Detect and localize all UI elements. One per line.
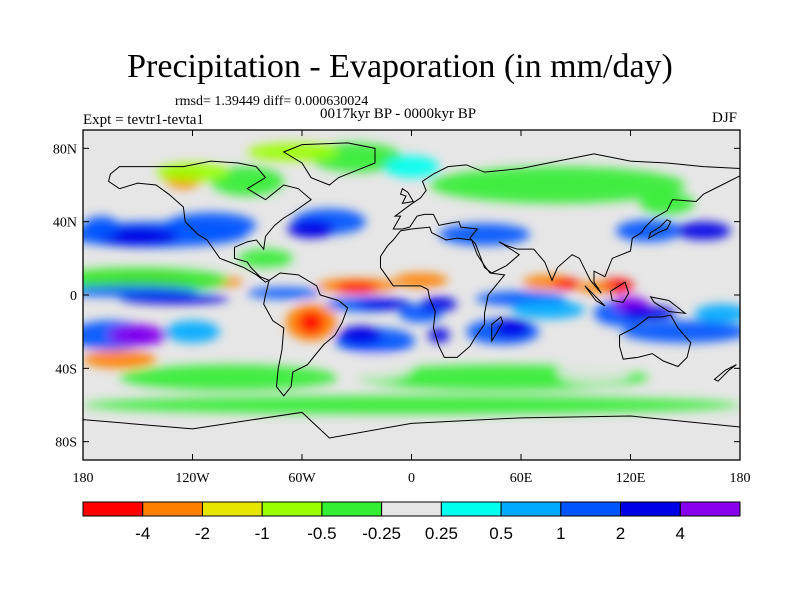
coastline <box>399 187 415 204</box>
coastline <box>647 219 672 240</box>
field-patch <box>615 219 682 242</box>
experiment-label: Expt = tevtr1-tevta1 <box>83 112 204 128</box>
colorbar-swatch <box>142 501 203 517</box>
colorbar-swatch <box>440 501 502 517</box>
colorbar-label: -2 <box>195 524 210 543</box>
field-patch <box>420 296 458 312</box>
field-patch <box>338 326 383 345</box>
field-patch <box>694 304 740 323</box>
colorbar-label: 0.25 <box>425 524 458 543</box>
x-tick-label: 120E <box>616 471 646 486</box>
colorbar-swatch <box>560 501 622 517</box>
x-tick-label: 180 <box>73 471 94 486</box>
field-patch <box>356 298 412 310</box>
y-tick-label: 40S <box>55 362 77 377</box>
field-patch <box>338 357 412 380</box>
field-patch <box>334 282 379 294</box>
field-patch <box>83 350 156 369</box>
colorbar-swatch <box>679 501 741 517</box>
field-patch <box>552 278 582 290</box>
field-patch <box>298 311 324 334</box>
coastline <box>713 364 737 382</box>
season-label: DJF <box>712 110 738 126</box>
colorbar-label: -1 <box>255 524 270 543</box>
field-patch <box>676 221 731 240</box>
colorbar-label: -0.5 <box>307 524 336 543</box>
field-patch <box>438 223 531 246</box>
colorbar-label: 0.5 <box>489 524 513 543</box>
field-patch <box>156 163 229 182</box>
map-axes: 80N 40N 0 40S 80S 180 120W 60W 0 60E 120E 180 <box>53 130 751 486</box>
field-patch <box>577 282 611 294</box>
colorbar-swatch <box>82 501 144 517</box>
coastline <box>107 160 312 283</box>
colorbar-label: 4 <box>676 524 685 543</box>
colorbar-label: -4 <box>135 524 150 543</box>
colorbar-swatch <box>261 501 323 517</box>
coastline <box>649 296 687 315</box>
coastline <box>282 142 376 186</box>
y-tick-label: 0 <box>70 289 77 304</box>
field-patch <box>557 361 631 383</box>
colorbar-label: 1 <box>556 524 565 543</box>
colorbar-swatch <box>321 501 383 517</box>
period-label: 0017kyr BP - 0000kyr BP <box>320 106 477 122</box>
y-tick-label: 80S <box>55 436 77 451</box>
field-patch <box>247 142 339 162</box>
field-patch <box>238 249 293 268</box>
field-patch <box>108 324 167 347</box>
coastline <box>263 272 349 397</box>
x-tick-label: 60W <box>288 471 316 486</box>
rmsd-diff-stats: rmsd= 1.39449 diff= 0.000630024 <box>175 94 369 109</box>
x-tick-label: 0 <box>408 471 415 486</box>
colorbar-swatch <box>620 501 681 517</box>
coastline <box>379 226 506 358</box>
pe-anomaly-field <box>83 142 740 415</box>
coastlines <box>83 142 740 460</box>
field-patch <box>165 212 257 239</box>
colorbar-swatch <box>381 501 442 517</box>
field-patches <box>83 142 740 415</box>
colorbar: -4 -2 -1 -0.5 -0.25 0.25 0.5 1 2 4 <box>82 501 741 543</box>
field-patch <box>165 320 220 343</box>
y-tick-label: 40N <box>53 216 77 231</box>
coastline <box>392 153 740 294</box>
colorbar-swatch <box>500 501 562 517</box>
coastline <box>83 411 740 460</box>
coastline <box>491 316 504 343</box>
colorbar-label: 2 <box>616 524 625 543</box>
plot-title: Precipitation - Evaporation (in mm/day) <box>127 48 673 85</box>
coastline <box>584 285 606 307</box>
field-patch <box>119 364 339 391</box>
y-tick-label: 80N <box>53 142 77 157</box>
field-patch <box>83 395 740 415</box>
colorbar-label: -0.25 <box>362 524 401 543</box>
field-patch <box>83 216 120 239</box>
field-patch <box>639 192 695 215</box>
colorbar-swatch <box>201 501 263 517</box>
field-patch <box>210 166 284 196</box>
field-patch <box>621 306 677 321</box>
field-patch <box>427 328 450 343</box>
coastline <box>619 314 692 368</box>
field-patch <box>384 155 439 178</box>
field-patch <box>621 320 740 343</box>
field-patch <box>247 287 321 299</box>
x-tick-label: 60E <box>510 471 533 486</box>
field-patch <box>119 293 229 305</box>
field-patch <box>511 300 585 319</box>
x-tick-label: 120W <box>175 471 210 486</box>
field-patch <box>429 166 686 204</box>
field-patch <box>287 219 335 239</box>
coastline <box>609 281 630 303</box>
x-tick-label: 180 <box>730 471 751 486</box>
field-patch <box>393 273 448 288</box>
